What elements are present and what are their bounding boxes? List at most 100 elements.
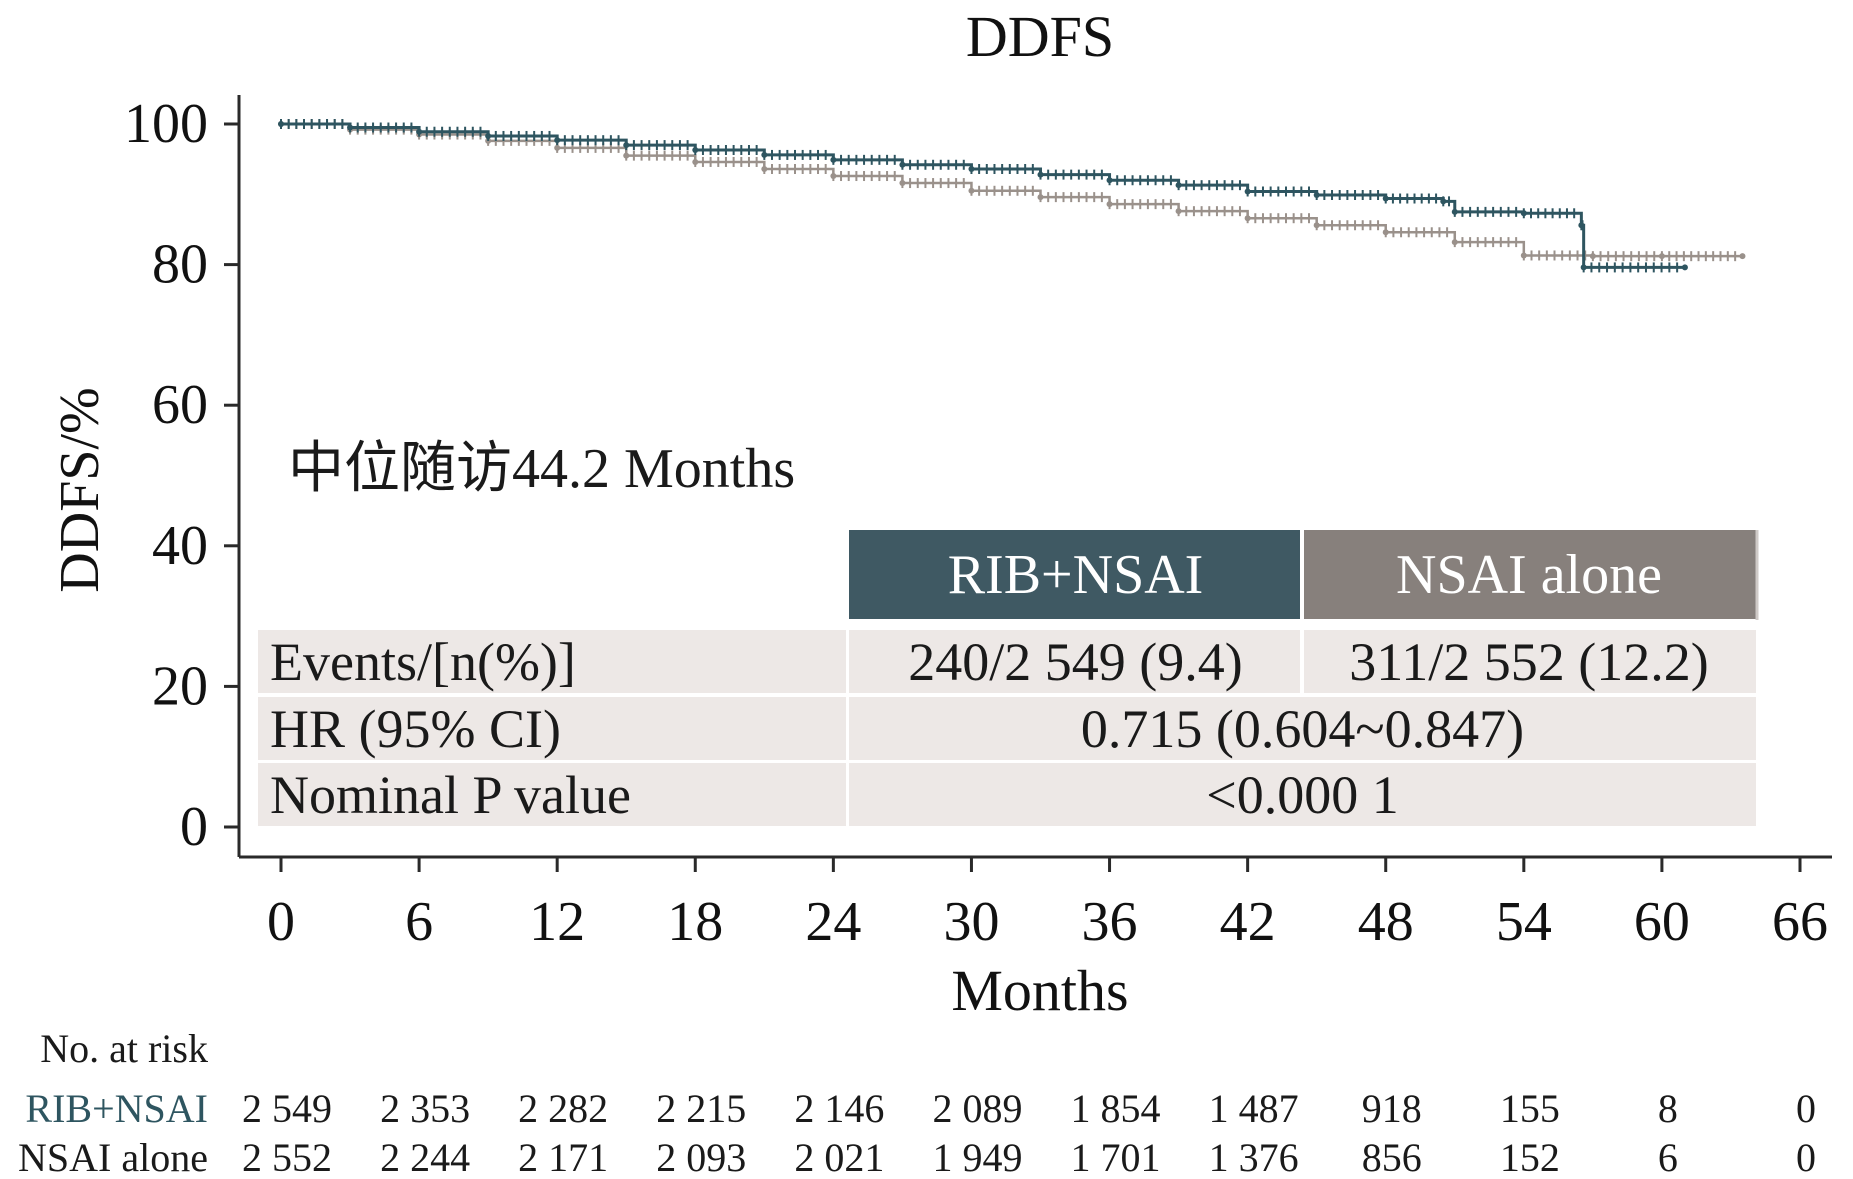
data-point-rib-nsai — [1681, 264, 1688, 271]
series-line-rib-nsai — [281, 122, 1685, 269]
data-point-rib-nsai — [1382, 195, 1389, 202]
table-row-label: Events/[n(%)] — [270, 632, 576, 692]
y-axis-label: DDFS/% — [49, 387, 111, 592]
data-point-rib-nsai — [485, 132, 492, 139]
risk-row-name: NSAI alone — [18, 1135, 208, 1179]
risk-count: 1 376 — [1209, 1135, 1299, 1179]
data-point-rib-nsai — [554, 137, 561, 144]
risk-count: 155 — [1500, 1086, 1560, 1131]
data-point-rib-nsai — [1106, 177, 1113, 184]
risk-count: 918 — [1362, 1086, 1422, 1131]
x-tick-label: 54 — [1496, 891, 1552, 953]
risk-count: 2 552 — [242, 1135, 332, 1179]
table-cell-value: 240/2 549 (9.4) — [908, 632, 1242, 692]
data-point-nsai-alone — [1244, 215, 1251, 222]
risk-count: 2 282 — [518, 1086, 608, 1131]
risk-count: 0 — [1796, 1135, 1816, 1179]
table-cell-bg — [849, 630, 1300, 693]
data-point-nsai-alone — [1313, 222, 1320, 229]
data-point-nsai-alone — [1382, 229, 1389, 236]
data-point-rib-nsai — [1578, 222, 1585, 229]
data-point-rib-nsai — [899, 161, 906, 168]
axes: 0 20 40 60 80 100 0 6 12 18 24 30 36 42 48 54 60 66 — [124, 93, 1832, 953]
data-point-nsai-alone — [1658, 253, 1665, 260]
y-tick-label: 20 — [152, 655, 208, 717]
table-cell-value: 311/2 552 (12.2) — [1349, 632, 1708, 692]
x-tick-label: 6 — [405, 891, 433, 953]
data-point-rib-nsai — [1313, 192, 1320, 199]
x-tick-label: 30 — [943, 891, 999, 953]
risk-count: 2 093 — [656, 1135, 746, 1179]
table-header-nsai-alone: NSAI alone — [1396, 544, 1662, 606]
data-point-nsai-alone — [1175, 208, 1182, 215]
table-row-label: HR (95% CI) — [270, 699, 561, 759]
risk-row-name: RIB+NSAI — [25, 1086, 208, 1131]
data-point-rib-nsai — [761, 151, 768, 158]
data-point-rib-nsai — [1244, 188, 1251, 195]
x-tick-label: 48 — [1358, 891, 1414, 953]
data-point-rib-nsai — [1580, 264, 1587, 271]
series-layer — [278, 119, 1746, 273]
risk-count: 1 487 — [1209, 1086, 1299, 1131]
data-point-rib-nsai — [623, 142, 630, 149]
data-point-rib-nsai — [830, 156, 837, 163]
y-tick-label: 40 — [152, 515, 208, 577]
y-tick-label: 60 — [152, 374, 208, 436]
x-axis-label: Months — [951, 958, 1128, 1023]
risk-count: 2 146 — [794, 1086, 884, 1131]
y-tick-label: 100 — [124, 93, 208, 155]
x-tick-label: 0 — [267, 891, 295, 953]
data-point-rib-nsai — [1520, 210, 1527, 217]
table-cell-bg — [849, 763, 1756, 826]
data-point-nsai-alone — [1739, 253, 1746, 260]
table-header-rib-nsai: RIB+NSAI — [948, 544, 1204, 606]
risk-count: 2 089 — [932, 1086, 1022, 1131]
risk-count: 2 549 — [242, 1086, 332, 1131]
data-point-rib-nsai — [1440, 198, 1447, 205]
table-cell-bg — [1304, 630, 1756, 693]
risk-count: 8 — [1658, 1086, 1678, 1131]
series-line-nsai-alone — [281, 122, 1743, 258]
data-point-nsai-alone — [692, 158, 699, 165]
data-point-rib-nsai — [347, 124, 354, 131]
risk-count: 2 215 — [656, 1086, 746, 1131]
table-header-rib-nsai-bg — [849, 530, 1300, 619]
table-row-label: Nominal P value — [270, 765, 631, 825]
table-header-nsai-alone-bg — [1304, 530, 1756, 619]
table-cell-value: 0.715 (0.604~0.847) — [1081, 699, 1524, 759]
risk-count: 152 — [1500, 1135, 1560, 1179]
data-point-nsai-alone — [761, 165, 768, 172]
x-tick-label: 60 — [1634, 891, 1690, 953]
risk-count: 2 244 — [380, 1135, 470, 1179]
y-tick-label: 0 — [180, 796, 208, 858]
data-point-nsai-alone — [830, 173, 837, 180]
data-point-rib-nsai — [416, 128, 423, 135]
risk-count: 6 — [1658, 1135, 1678, 1179]
x-tick-label: 36 — [1082, 891, 1138, 953]
data-point-nsai-alone — [554, 144, 561, 151]
data-point-nsai-alone — [1451, 239, 1458, 246]
risk-count: 2 021 — [794, 1135, 884, 1179]
risk-count: 2 353 — [380, 1086, 470, 1131]
x-tick-label: 66 — [1772, 891, 1828, 953]
data-point-nsai-alone — [1106, 201, 1113, 208]
table-row-label-bg — [258, 763, 846, 826]
risk-count: 1 701 — [1071, 1135, 1161, 1179]
median-followup-annotation: 中位随访44.2 Months — [288, 438, 795, 500]
data-point-nsai-alone — [1037, 194, 1044, 201]
data-point-rib-nsai — [968, 165, 975, 172]
table-row-label-bg — [258, 630, 846, 693]
table-row-label-bg — [258, 697, 846, 760]
risk-table-title: No. at risk — [40, 1026, 208, 1071]
data-point-nsai-alone — [899, 180, 906, 187]
data-point-rib-nsai — [1175, 182, 1182, 189]
table-cell-bg — [849, 697, 1756, 760]
data-point-rib-nsai — [278, 121, 284, 127]
x-tick-label: 18 — [667, 891, 723, 953]
y-tick-label: 80 — [152, 234, 208, 296]
risk-count: 1 854 — [1071, 1086, 1161, 1131]
data-point-nsai-alone — [623, 152, 630, 159]
stats-table: RIB+NSAI NSAI alone Events/[n(%)] 240/2 549… — [258, 530, 1759, 826]
